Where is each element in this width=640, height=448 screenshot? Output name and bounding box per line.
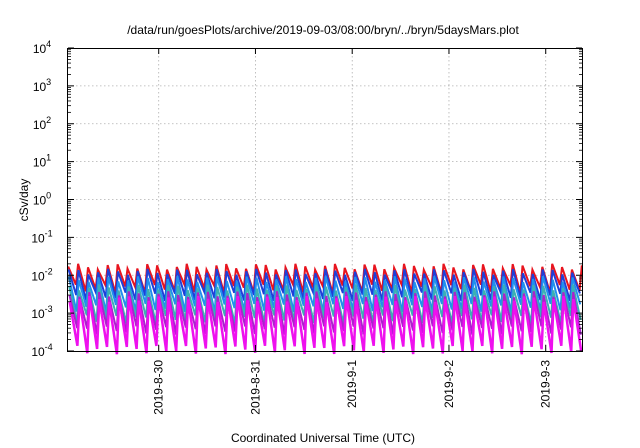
axes: 10-4 10-3 10-2 10-1 100 101 102 103 104 2019-8-30… [31,39,582,415]
series-group [67,263,583,355]
y-tick-label: 104 [33,39,51,56]
x-axis-label: Coordinated Universal Time (UTC) [231,431,415,445]
y-tick-label: 100 [33,191,51,208]
y-tick-label: 10-4 [31,342,52,359]
x-tick-label: 2019-8-30 [152,360,166,415]
series-line [68,295,583,355]
series-line [67,263,583,294]
y-axis-label: cSv/day [17,179,31,222]
x-tick-label: 2019-9-3 [539,360,553,408]
y-tick-label: 101 [33,153,51,170]
x-tick-label: 2019-9-1 [345,360,359,408]
y-tick-label: 10-3 [31,304,52,321]
y-tick-label: 10-2 [31,266,52,283]
y-tick-label: 103 [33,77,51,94]
y-tick-label: 102 [33,115,51,132]
x-tick-label: 2019-9-2 [442,360,456,408]
x-tick-label: 2019-8-31 [248,360,262,415]
y-tick-label: 10-1 [31,228,52,245]
chart-title: /data/run/goesPlots/archive/2019-09-03/0… [127,23,519,37]
plot-frame [67,48,583,352]
